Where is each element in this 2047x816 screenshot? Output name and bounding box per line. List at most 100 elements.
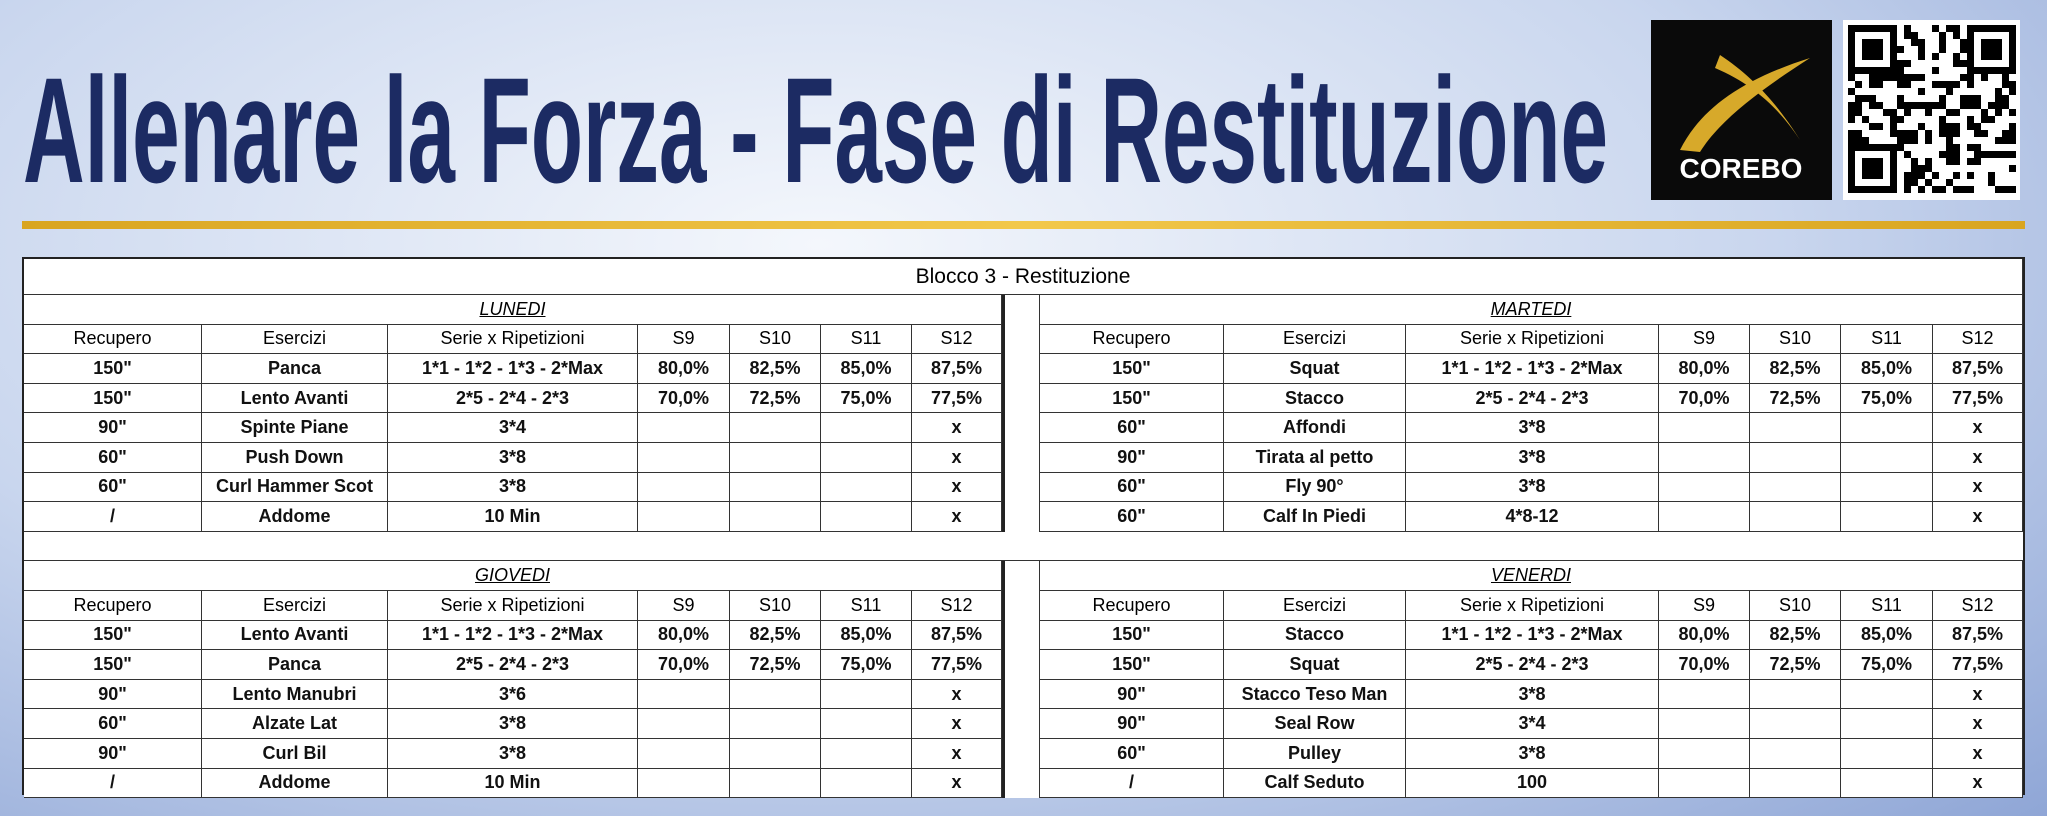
table-cell: 60" <box>24 709 202 739</box>
qr-module <box>2009 186 2016 193</box>
column-header: S10 <box>730 324 821 355</box>
table-cell: 3*8 <box>1406 739 1659 769</box>
table-cell: 150" <box>24 383 202 414</box>
qr-module <box>1869 186 1876 193</box>
table-cell: x <box>1933 502 2023 532</box>
qr-module <box>2009 165 2016 172</box>
qr-module <box>1869 67 1876 74</box>
table-cell <box>821 413 912 443</box>
qr-module <box>2009 25 2016 32</box>
qr-module <box>1995 39 2002 46</box>
table-cell: 90" <box>1039 679 1224 710</box>
qr-module <box>1981 116 1988 123</box>
qr-module <box>1876 67 1883 74</box>
qr-module <box>1939 81 1946 88</box>
qr-module <box>1897 130 1904 137</box>
qr-module <box>1848 130 1855 137</box>
column-header: S11 <box>1841 324 1933 355</box>
qr-module <box>1981 25 1988 32</box>
table-cell <box>1841 443 1933 473</box>
training-table: Blocco 3 - Restituzione LUNEDI Recupero Ese… <box>22 257 2025 799</box>
column-header: S12 <box>1933 591 2023 621</box>
table-cell: 10 Min <box>388 768 638 799</box>
table-cell: 75,0% <box>1841 383 1933 414</box>
table-cell <box>730 443 821 473</box>
qr-module <box>1946 179 1953 186</box>
table-cell: 72,5% <box>1750 383 1841 414</box>
qr-module <box>1855 137 1862 144</box>
qr-module <box>1890 144 1897 151</box>
qr-module <box>2009 109 2016 116</box>
qr-module <box>1897 46 1904 53</box>
qr-module <box>1932 81 1939 88</box>
table-cell: 60" <box>1039 472 1224 503</box>
table-cell: Calf Seduto <box>1224 768 1406 799</box>
qr-module <box>1960 102 1967 109</box>
qr-module <box>1960 74 1967 81</box>
qr-module <box>1932 25 1939 32</box>
table-cell: Addome <box>202 768 388 799</box>
qr-module <box>1974 158 1981 165</box>
qr-module <box>1911 102 1918 109</box>
table-cell: 90" <box>1039 709 1224 739</box>
qr-module <box>1904 74 1911 81</box>
qr-module <box>1862 116 1869 123</box>
qr-module <box>1988 53 1995 60</box>
table-cell: x <box>912 768 1002 799</box>
qr-module <box>1967 25 1974 32</box>
qr-module <box>1862 25 1869 32</box>
table-cell: Seal Row <box>1224 709 1406 739</box>
qr-module <box>1995 53 2002 60</box>
logo-text: COREBO <box>1680 153 1803 184</box>
table-cell: Spinte Piane <box>202 413 388 443</box>
qr-module <box>1967 39 1974 46</box>
qr-module <box>1953 172 1960 179</box>
column-header: Serie x Ripetizioni <box>388 324 638 355</box>
table-cell: 1*1 - 1*2 - 1*3 - 2*Max <box>388 354 638 384</box>
qr-module <box>1953 186 1960 193</box>
table-cell <box>1750 768 1841 799</box>
table-cell: 150" <box>24 620 202 651</box>
qr-module <box>1974 123 1981 130</box>
table-cell: 3*8 <box>1406 443 1659 473</box>
qr-module <box>1890 158 1897 165</box>
table-cell: 82,5% <box>1750 354 1841 384</box>
column-header: S12 <box>1933 324 2023 355</box>
qr-module <box>1883 109 1890 116</box>
qr-module <box>1904 25 1911 32</box>
table-cell: 72,5% <box>730 383 821 414</box>
table-cell <box>1750 472 1841 503</box>
table-cell <box>638 709 730 739</box>
column-header: Recupero <box>1039 324 1224 355</box>
qr-module <box>1848 137 1855 144</box>
qr-module <box>1911 39 1918 46</box>
table-cell: 4*8-12 <box>1406 502 1659 532</box>
column-header: Serie x Ripetizioni <box>388 591 638 621</box>
table-cell: 87,5% <box>912 620 1002 651</box>
qr-module <box>1988 25 1995 32</box>
qr-module <box>1967 172 1974 179</box>
table-cell: 3*4 <box>388 413 638 443</box>
qr-module <box>1869 39 1876 46</box>
table-cell: x <box>1933 768 2023 799</box>
qr-module <box>1918 39 1925 46</box>
table-cell: Alzate Lat <box>202 709 388 739</box>
qr-module <box>1848 158 1855 165</box>
qr-module <box>1967 158 1974 165</box>
qr-module <box>1974 130 1981 137</box>
qr-module <box>1939 39 1946 46</box>
table-cell <box>1841 709 1933 739</box>
column-header: Serie x Ripetizioni <box>1406 324 1659 355</box>
qr-module <box>1981 151 1988 158</box>
qr-module <box>1960 186 1967 193</box>
table-cell: 150" <box>24 354 202 384</box>
qr-module <box>1925 158 1932 165</box>
qr-module <box>2009 88 2016 95</box>
logo-box <box>1651 20 1832 200</box>
qr-module <box>1918 186 1925 193</box>
table-cell: Tirata al petto <box>1224 443 1406 473</box>
qr-module <box>1918 165 1925 172</box>
qr-module <box>1995 186 2002 193</box>
qr-module <box>1904 151 1911 158</box>
table-cell: Curl Bil <box>202 739 388 769</box>
